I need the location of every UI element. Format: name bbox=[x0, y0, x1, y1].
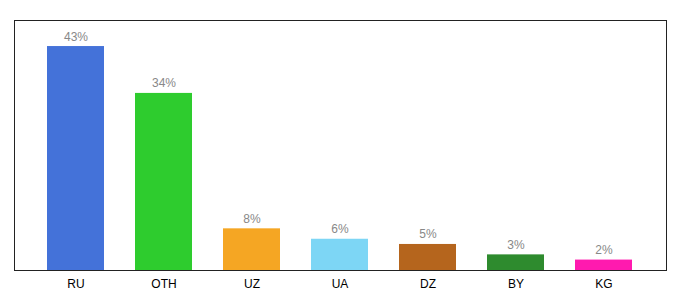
svg-text:43%: 43% bbox=[64, 30, 88, 44]
svg-text:34%: 34% bbox=[152, 76, 176, 90]
svg-text:OTH: OTH bbox=[151, 277, 176, 291]
svg-text:DZ: DZ bbox=[420, 277, 436, 291]
svg-text:KG: KG bbox=[595, 277, 612, 291]
svg-text:5%: 5% bbox=[419, 227, 437, 241]
svg-text:RU: RU bbox=[67, 277, 84, 291]
svg-text:8%: 8% bbox=[243, 212, 261, 226]
svg-text:2%: 2% bbox=[595, 243, 613, 257]
svg-text:BY: BY bbox=[508, 277, 524, 291]
svg-text:UZ: UZ bbox=[244, 277, 260, 291]
svg-text:3%: 3% bbox=[507, 238, 525, 252]
svg-text:UA: UA bbox=[332, 277, 349, 291]
svg-text:6%: 6% bbox=[331, 222, 349, 236]
